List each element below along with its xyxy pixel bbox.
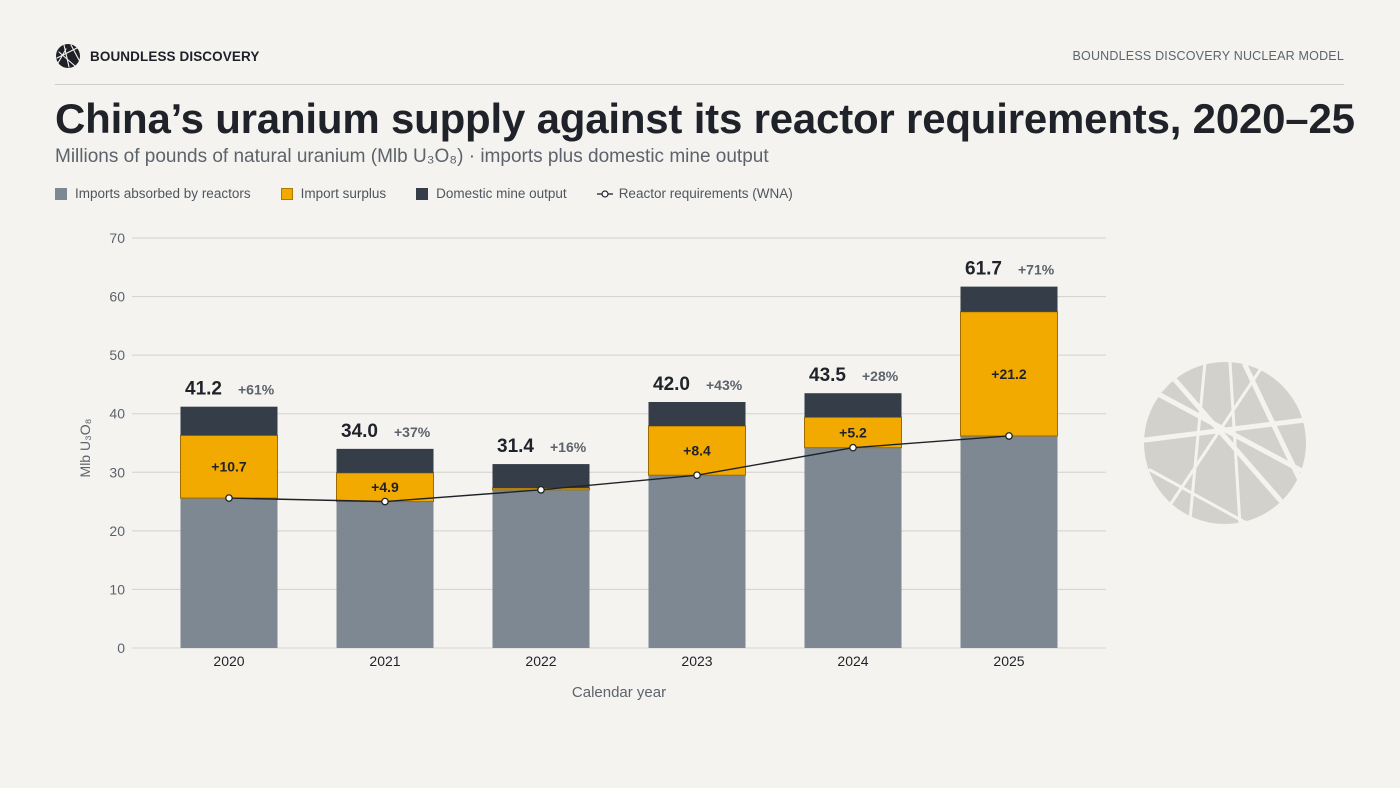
surplus-label: +4.9 xyxy=(371,479,399,495)
bar-domestic-mine xyxy=(804,393,902,418)
page-title: China’s uranium supply against its react… xyxy=(55,95,1355,142)
requirements-point xyxy=(381,497,389,506)
surplus-label: +5.2 xyxy=(839,424,867,440)
bar-total-label: 43.5 xyxy=(809,365,846,386)
bar-imports-absorbed xyxy=(492,489,590,648)
page-header: BOUNDLESS DISCOVERY BOUNDLESS DISCOVERY … xyxy=(55,42,1344,72)
y-tick-label: 10 xyxy=(109,581,125,597)
bar-imports-absorbed xyxy=(180,498,278,648)
bar-domestic-mine xyxy=(180,406,278,436)
bar-pct-label: +28% xyxy=(862,368,899,384)
x-tick-label: 2021 xyxy=(369,653,400,669)
bar-imports-absorbed xyxy=(336,501,434,648)
bar-import-surplus xyxy=(336,472,434,503)
requirements-point xyxy=(1005,432,1013,440)
requirements-point xyxy=(849,443,857,452)
watermark-stroke xyxy=(1157,392,1303,473)
y-tick-label: 0 xyxy=(117,640,125,656)
legend-swatch-import-surplus xyxy=(280,187,293,200)
bar-pct-label: +61% xyxy=(238,382,275,398)
requirements-point xyxy=(537,486,545,494)
bar-imports-absorbed xyxy=(804,447,902,648)
x-tick-label: 2024 xyxy=(837,653,868,669)
y-tick-label: 70 xyxy=(109,230,125,246)
x-tick-label: 2020 xyxy=(213,653,244,669)
legend-item-import-surplus: Import surplus xyxy=(280,186,387,201)
y-tick-label: 60 xyxy=(109,289,125,305)
watermark-stroke xyxy=(1168,368,1262,507)
watermark-stroke xyxy=(1142,417,1308,443)
watermark-stroke xyxy=(1172,377,1283,503)
bar-domestic-mine xyxy=(648,402,746,427)
surplus-label: +10.7 xyxy=(211,459,247,475)
brand[interactable]: BOUNDLESS DISCOVERY xyxy=(55,42,259,70)
globe-watermark-icon xyxy=(1142,360,1308,527)
bar-total-label: 42.0 xyxy=(653,374,690,395)
surplus-label: +8.4 xyxy=(683,443,711,459)
y-axis-label: Mlb U₃O₈ xyxy=(77,419,93,478)
bar-import-surplus xyxy=(180,434,278,499)
legend-swatch-domestic-mine xyxy=(416,187,429,200)
y-tick-label: 30 xyxy=(109,464,125,480)
legend-item-reactor-requirements: Reactor requirements (WNA) xyxy=(596,186,793,201)
legend-swatch-imports-absorbed xyxy=(55,187,67,200)
bar-imports-absorbed xyxy=(648,475,746,648)
x-tick-label: 2023 xyxy=(681,653,712,669)
x-tick-label: 2025 xyxy=(993,653,1024,669)
chart-legend: Imports absorbed by reactors Import surp… xyxy=(55,186,823,201)
bar-total-label: 31.4 xyxy=(497,436,534,457)
bar-pct-label: +71% xyxy=(1018,262,1055,278)
bar-total-label: 41.2 xyxy=(185,379,222,400)
bar-domestic-mine xyxy=(336,448,434,473)
x-tick-label: 2022 xyxy=(525,653,556,669)
bar-pct-label: +43% xyxy=(706,377,743,393)
globe-logo-icon xyxy=(56,44,80,68)
y-tick-label: 40 xyxy=(109,406,125,422)
bar-total-label: 61.7 xyxy=(965,259,1002,280)
bar-total-label: 34.0 xyxy=(341,421,378,442)
requirements-point xyxy=(225,494,233,502)
bar-domestic-mine xyxy=(960,286,1058,312)
bar-pct-label: +16% xyxy=(550,439,587,455)
legend-label-import-surplus: Import surplus xyxy=(300,186,387,201)
legend-item-imports-absorbed: Imports absorbed by reactors xyxy=(55,186,251,201)
x-axis-label: Calendar year xyxy=(572,684,666,701)
y-tick-label: 20 xyxy=(109,523,125,539)
requirements-point xyxy=(693,471,701,480)
legend-line-marker-icon xyxy=(596,189,613,198)
bar-imports-absorbed xyxy=(960,435,1058,648)
legend-label-imports-absorbed: Imports absorbed by reactors xyxy=(75,186,251,201)
brand-name: BOUNDLESS DISCOVERY xyxy=(90,48,260,64)
legend-label-domestic-mine: Domestic mine output xyxy=(436,186,567,201)
bar-domestic-mine xyxy=(492,464,590,489)
page-subtitle: Millions of pounds of natural uranium (M… xyxy=(55,146,769,167)
y-tick-label: 50 xyxy=(109,347,125,363)
legend-label-reactor-requirements: Reactor requirements (WNA) xyxy=(618,186,793,201)
surplus-label: +21.2 xyxy=(991,366,1027,382)
model-label: BOUNDLESS DISCOVERY NUCLEAR MODEL xyxy=(1072,49,1344,63)
bar-import-surplus xyxy=(960,311,1058,437)
bar-pct-label: +37% xyxy=(394,424,431,440)
watermark-stroke xyxy=(1148,468,1252,527)
watermark-stroke xyxy=(1228,360,1242,527)
header-divider xyxy=(55,84,1344,85)
requirements-line xyxy=(228,435,1010,503)
legend-item-domestic-mine: Domestic mine output xyxy=(416,186,567,201)
